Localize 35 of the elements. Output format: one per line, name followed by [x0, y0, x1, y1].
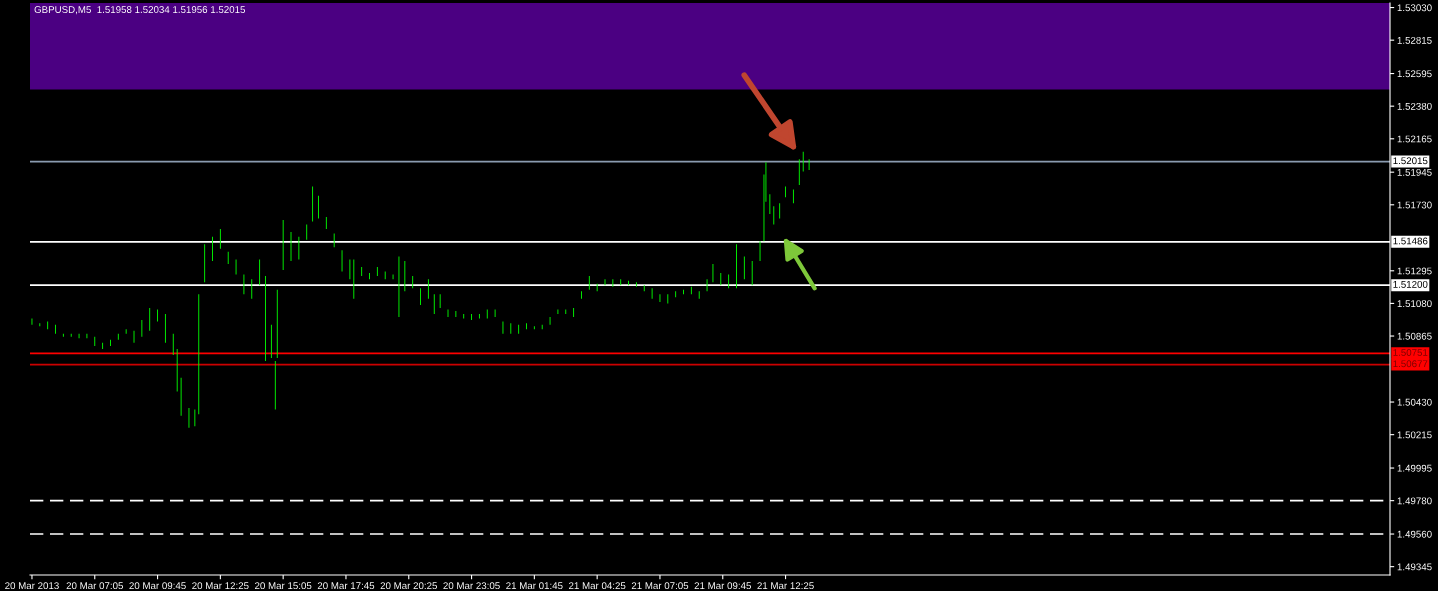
x-tick-label: 21 Mar 12:25: [757, 582, 814, 590]
y-tick-label: 1.49560: [1397, 530, 1432, 538]
x-tick-label: 21 Mar 07:05: [631, 582, 689, 590]
y-tick-label: 1.53030: [1397, 4, 1432, 12]
y-tick-label: 1.49995: [1397, 464, 1432, 472]
ref-line-label: 1.51486: [1393, 237, 1428, 245]
ref-line-label: 1.51200: [1393, 280, 1428, 288]
y-tick-label: 1.52380: [1397, 102, 1432, 110]
y-tick-label: 1.50865: [1397, 332, 1432, 340]
y-tick-label: 1.51295: [1397, 267, 1432, 275]
x-tick-label: 20 Mar 17:45: [317, 582, 375, 590]
ref-line-label: 1.52015: [1393, 157, 1428, 165]
y-tick-label: 1.50430: [1397, 398, 1432, 406]
x-tick-label: 20 Mar 2013: [5, 582, 59, 590]
x-tick-label: 20 Mar 09:45: [129, 582, 186, 590]
x-tick-label: 20 Mar 12:25: [192, 582, 249, 590]
x-tick-label: 21 Mar 01:45: [506, 582, 563, 590]
ref-line-label: 1.50751: [1393, 349, 1428, 356]
y-tick-label: 1.51730: [1397, 201, 1432, 209]
y-tick-label: 1.49780: [1397, 497, 1432, 505]
y-tick-label: 1.52815: [1397, 36, 1432, 44]
y-tick-label: 1.49345: [1397, 563, 1432, 571]
x-tick-label: 21 Mar 04:25: [569, 582, 626, 590]
y-tick-label: 1.52165: [1397, 135, 1432, 143]
x-tick-label: 20 Mar 07:05: [66, 582, 123, 590]
chart-title: GBPUSD,M5 1.51958 1.52034 1.51956 1.52015: [34, 6, 246, 15]
y-tick-label: 1.52595: [1397, 70, 1432, 78]
y-tick-label: 1.50215: [1397, 431, 1432, 439]
y-tick-label: 1.51945: [1397, 168, 1432, 176]
ref-line-label: 1.50677: [1393, 360, 1428, 368]
y-tick-label: 1.51080: [1397, 300, 1432, 308]
x-tick-label: 20 Mar 23:05: [443, 582, 500, 590]
x-tick-label: 20 Mar 20:25: [380, 582, 437, 590]
x-tick-label: 20 Mar 15:05: [255, 582, 312, 590]
x-tick-label: 21 Mar 09:45: [694, 582, 751, 590]
